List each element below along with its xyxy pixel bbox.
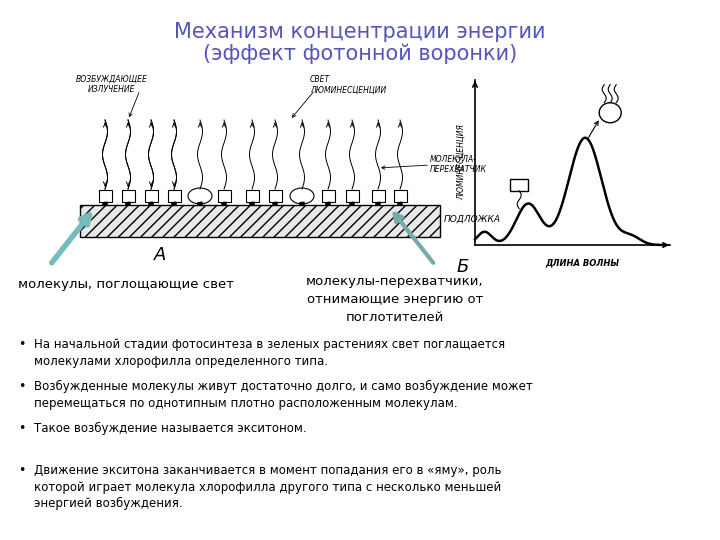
- Bar: [394, 190, 407, 202]
- Text: На начальной стадии фотосинтеза в зеленых растениях свет поглащается
молекулами : На начальной стадии фотосинтеза в зелены…: [34, 338, 505, 368]
- Text: ВОЗБУЖДАЮЩЕЕ
ИЗЛУЧЕНИЕ: ВОЗБУЖДАЮЩЕЕ ИЗЛУЧЕНИЕ: [76, 75, 148, 94]
- Text: Б: Б: [456, 258, 469, 276]
- Text: •: •: [18, 338, 25, 351]
- Text: ДЛИНА ВОЛНЫ: ДЛИНА ВОЛНЫ: [546, 258, 619, 267]
- Bar: [99, 190, 112, 202]
- Bar: [510, 179, 528, 191]
- Text: •: •: [18, 422, 25, 435]
- Bar: [372, 190, 384, 202]
- Bar: [168, 190, 181, 202]
- Text: (эффект фотонной воронки): (эффект фотонной воронки): [203, 44, 517, 64]
- Bar: [322, 190, 335, 202]
- Bar: [122, 190, 135, 202]
- Bar: [145, 190, 158, 202]
- Text: молекулы-перехватчики,
отнимающие энергию от
поглотителей: молекулы-перехватчики, отнимающие энерги…: [306, 275, 484, 324]
- Text: молекулы, поглощающие свет: молекулы, поглощающие свет: [18, 278, 234, 291]
- Bar: [269, 190, 282, 202]
- Text: Возбужденные молекулы живут достаточно долго, и само возбуждение может
перемещат: Возбужденные молекулы живут достаточно д…: [34, 380, 533, 410]
- Ellipse shape: [599, 103, 621, 123]
- Text: ЛЮМИНЕСЦЕНЦИЯ: ЛЮМИНЕСЦЕНЦИЯ: [456, 125, 466, 200]
- Ellipse shape: [188, 188, 212, 204]
- Text: МОЛЕКУЛА-
ПЕРЕХВАТЧИК: МОЛЕКУЛА- ПЕРЕХВАТЧИК: [430, 155, 487, 174]
- Text: Механизм концентрации энергии: Механизм концентрации энергии: [174, 22, 546, 42]
- Bar: [217, 190, 230, 202]
- Bar: [246, 190, 258, 202]
- Text: ПОДЛОЖКА: ПОДЛОЖКА: [444, 214, 501, 224]
- Text: Движение экситона заканчивается в момент попадания его в «яму», роль
которой игр: Движение экситона заканчивается в момент…: [34, 464, 502, 510]
- Text: СВЕТ
ЛЮМИНЕСЦЕНЦИИ: СВЕТ ЛЮМИНЕСЦЕНЦИИ: [310, 75, 386, 94]
- Text: •: •: [18, 380, 25, 393]
- Text: Такое возбуждение называется экситоном.: Такое возбуждение называется экситоном.: [34, 422, 307, 435]
- Text: А: А: [154, 246, 166, 264]
- Text: •: •: [18, 464, 25, 477]
- Bar: [346, 190, 359, 202]
- Ellipse shape: [290, 188, 314, 204]
- Bar: [80, 205, 440, 237]
